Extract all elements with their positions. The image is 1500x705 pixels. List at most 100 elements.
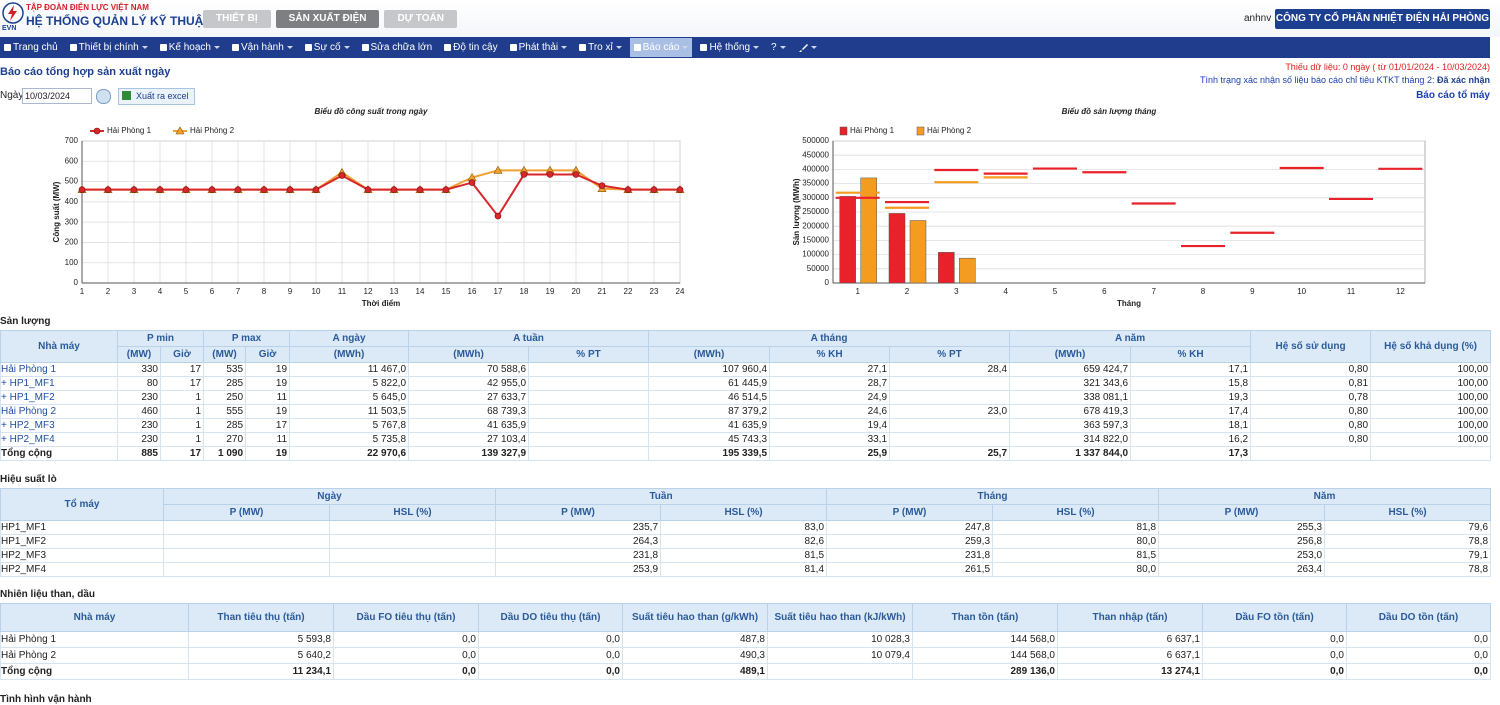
cell: 253,0: [1158, 548, 1326, 563]
menu-item[interactable]: Phát thải: [506, 38, 571, 57]
header: EVN TẬP ĐOÀN ĐIỆN LỰC VIỆT NAM HỆ THỐNG …: [0, 0, 1500, 37]
menu-item[interactable]: Hệ thống: [696, 38, 763, 57]
group-name: TẬP ĐOÀN ĐIỆN LỰC VIỆT NAM: [26, 3, 149, 12]
point-marker: [572, 171, 580, 178]
menu-item[interactable]: Trang chủ: [0, 38, 62, 57]
cell: 231,8: [495, 548, 662, 563]
cell: 19: [245, 362, 291, 377]
cell: 6 637,1: [1057, 647, 1203, 664]
point-marker: [104, 186, 112, 193]
menu-item[interactable]: Độ tin cậy: [440, 38, 501, 57]
cell: 338 081,1: [1009, 390, 1132, 405]
header-cell: Nhà máy: [0, 603, 189, 632]
x-tick-label: 10: [1297, 287, 1306, 296]
nav-tab[interactable]: SẢN XUẤT ĐIỆN: [275, 10, 380, 28]
menu-item[interactable]: Thiết bị chính: [66, 38, 152, 57]
user-name[interactable]: anhnv: [1244, 13, 1272, 24]
cell: 0,0: [333, 663, 479, 680]
point-marker: [286, 186, 294, 193]
cell: 10 028,3: [767, 631, 913, 648]
header-cell: Tuần: [495, 488, 828, 505]
menu-caret: [682, 46, 689, 49]
cell: 19: [245, 376, 291, 391]
cell: 80,0: [992, 562, 1160, 577]
row-name: Tổng cộng: [0, 446, 118, 461]
cell: 107 960,4: [648, 362, 771, 377]
cell: 5 645,0: [289, 390, 410, 405]
row-name[interactable]: Hải Phòng 2: [0, 404, 118, 419]
menu-item[interactable]: Tro xỉ: [575, 38, 626, 57]
row-name[interactable]: + HP1_MF1: [0, 376, 118, 391]
row-name: Hải Phòng 1: [0, 631, 189, 648]
menu-icon: [700, 44, 708, 51]
cell: [163, 548, 330, 563]
x-tick-label: 19: [546, 287, 555, 296]
menu-label: Sự cố: [313, 42, 341, 53]
cell: 27 633,7: [408, 390, 530, 405]
cell: 79,6: [1324, 520, 1492, 535]
row-name[interactable]: + HP2_MF4: [0, 432, 118, 447]
company-button[interactable]: CÔNG TY CỔ PHẦN NHIỆT ĐIỆN HẢI PHÒNG: [1275, 9, 1490, 29]
export-button[interactable]: Xuất ra excel: [118, 88, 195, 105]
row-name[interactable]: + HP2_MF3: [0, 418, 118, 433]
x-tick-label: 24: [676, 287, 685, 296]
menu-item[interactable]: Sửa chữa lớn: [358, 38, 437, 57]
menu-item[interactable]: Báo cáo: [629, 38, 693, 57]
unit-report-link[interactable]: Báo cáo tổ máy: [1416, 90, 1490, 101]
data-row: HP2_MF4 253,9 81,4 261,5 80,0 263,4 78,8: [0, 562, 1492, 577]
menu-caret: [343, 46, 350, 49]
table-body: HP1_MF1 235,7 83,0 247,8 81,8 255,3 79,6 HP1_MF…: [0, 520, 1492, 577]
cell: 17: [159, 376, 205, 391]
menu-item[interactable]: [794, 38, 821, 57]
cell: 28,4: [889, 362, 1011, 377]
cell: 80: [117, 376, 161, 391]
y-tick-label: 300: [65, 217, 79, 226]
data-row: Hải Phòng 1 330 17 535 19 11 467,0 70 588,6 107…: [0, 362, 1492, 377]
nav-tab[interactable]: DỰ TOÁN: [384, 10, 457, 28]
y-tick-label: 0: [825, 278, 830, 287]
y-tick-label: 400000: [802, 165, 829, 174]
data-row: + HP2_MF3 230 1 285 17 5 767,8 41 635,9 41 635,…: [0, 418, 1492, 433]
data-row: HP1_MF1 235,7 83,0 247,8 81,8 255,3 79,6: [0, 520, 1492, 535]
point-marker: [442, 186, 450, 193]
row-name[interactable]: + HP1_MF2: [0, 390, 118, 405]
menu-label: Thiết bị chính: [78, 42, 139, 53]
cell: [767, 663, 913, 680]
cell: 139 327,9: [408, 446, 530, 461]
menu-item[interactable]: Kế hoạch: [156, 38, 224, 57]
cell: [328, 562, 497, 577]
table-head: Tổ máy Ngày Tuần Tháng Năm P (MW) HSL (%) P (MW…: [0, 488, 1492, 521]
header-cell: Dầu FO tiêu thụ (tấn): [333, 603, 479, 632]
menu-label: ?: [771, 42, 777, 53]
x-tick-label: 13: [390, 287, 399, 296]
header-cell: (MW): [203, 346, 247, 363]
cell: 270: [203, 432, 247, 447]
cell: [163, 562, 330, 577]
cell: 16,2: [1130, 432, 1252, 447]
cell: 1 337 844,0: [1009, 446, 1132, 461]
cell: 363 597,3: [1009, 418, 1132, 433]
cell: [528, 418, 650, 433]
cell: 1: [159, 432, 205, 447]
nav-tab[interactable]: THIẾT BỊ: [203, 10, 271, 28]
menu-item[interactable]: Vận hành: [228, 38, 297, 57]
menu-item[interactable]: ?: [767, 38, 790, 57]
data-row: Hải Phòng 2 460 1 555 19 11 503,5 68 739,3 87 3…: [0, 404, 1492, 419]
point-marker: [598, 182, 606, 189]
row-name[interactable]: Hải Phòng 1: [0, 362, 118, 377]
data-table: Nhà máy Than tiêu thụ (tấn) Dầu FO tiêu th…: [0, 603, 1491, 680]
cell: 100,00: [1370, 418, 1492, 433]
cell: 22 970,6: [289, 446, 410, 461]
x-tick-label: 15: [442, 287, 451, 296]
section-title: Tình hình vận hành: [0, 694, 92, 705]
menu-item[interactable]: Sự cố: [301, 38, 354, 57]
cell: 81,5: [660, 548, 828, 563]
row-name: Tổng cộng: [0, 663, 189, 680]
y-tick-label: 350000: [802, 179, 829, 188]
refresh-button[interactable]: [96, 89, 111, 104]
cell: 285: [203, 418, 247, 433]
x-tick-label: 18: [520, 287, 529, 296]
cell: 321 343,6: [1009, 376, 1132, 391]
cell: 42 955,0: [408, 376, 530, 391]
date-input[interactable]: 10/03/2024: [22, 88, 92, 104]
